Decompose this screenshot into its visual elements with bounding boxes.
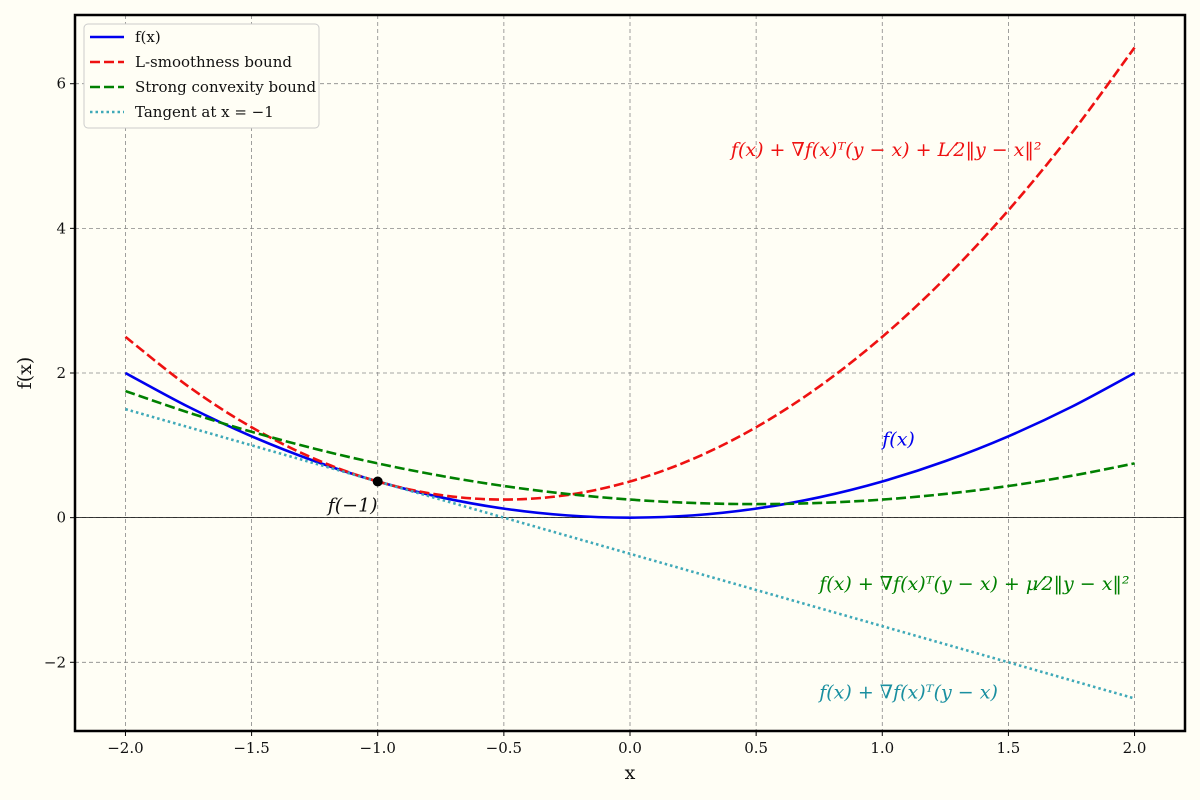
point-layer: f(−1) [326, 476, 383, 516]
tangent-point-marker [372, 476, 383, 487]
x-axis-label: x [625, 762, 636, 784]
tangent-point-label: f(−1) [326, 494, 378, 516]
series-line-2 [124, 46, 1136, 501]
x-tick-label: 2.0 [1123, 739, 1147, 757]
legend: f(x) L-smoothness bound Strong convexity b… [83, 23, 320, 129]
y-tick-label: 4 [56, 219, 66, 237]
x-tick-label: 1.0 [870, 739, 894, 757]
legend-label-2: L-smoothness bound [135, 53, 292, 71]
y-tick-label: 2 [56, 364, 66, 382]
x-tick-label: 0.0 [618, 739, 642, 757]
annotation-layer: f(x) + ∇f(x)ᵀ(y − x) + L⁄2‖y − x‖² f(x) f(… [729, 139, 1130, 703]
x-tick-label: −2.0 [107, 739, 143, 757]
x-tick-label: −1.5 [233, 739, 269, 757]
legend-label-1: f(x) [135, 28, 161, 46]
curve-annotation-1: f(x) + ∇f(x)ᵀ(y − x) + L⁄2‖y − x‖² [729, 139, 1042, 161]
tick-layer: −2.0 −1.5 −1.0 −0.5 0.0 0.5 1.0 1.5 2.0 −2 0 2 4 6 [44, 75, 1147, 757]
x-tick-label: 0.5 [744, 739, 768, 757]
curve-annotation-4: f(x) + ∇f(x)ᵀ(y − x) [817, 681, 998, 703]
legend-label-3: Strong convexity bound [135, 78, 316, 96]
x-tick-label: −1.0 [360, 739, 396, 757]
series-line-3 [125, 389, 1135, 506]
y-tick-label: −2 [44, 653, 66, 671]
series-line-1 [124, 371, 1136, 519]
x-tick-label: 1.5 [996, 739, 1020, 757]
curve-annotation-3: f(x) + ∇f(x)ᵀ(y − x) + μ⁄2‖y − x‖² [817, 573, 1129, 595]
series-layer [124, 46, 1136, 700]
curve-annotation-2: f(x) [880, 428, 915, 450]
series-line-4 [125, 407, 1135, 700]
plot-frame [73, 13, 1187, 733]
y-tick-label: 6 [56, 75, 66, 93]
legend-label-4: Tangent at x = −1 [135, 103, 274, 121]
x-tick-label: −0.5 [486, 739, 522, 757]
y-tick-label: 0 [56, 509, 66, 527]
legend-box [83, 23, 320, 129]
y-axis-label: f(x) [14, 357, 36, 390]
